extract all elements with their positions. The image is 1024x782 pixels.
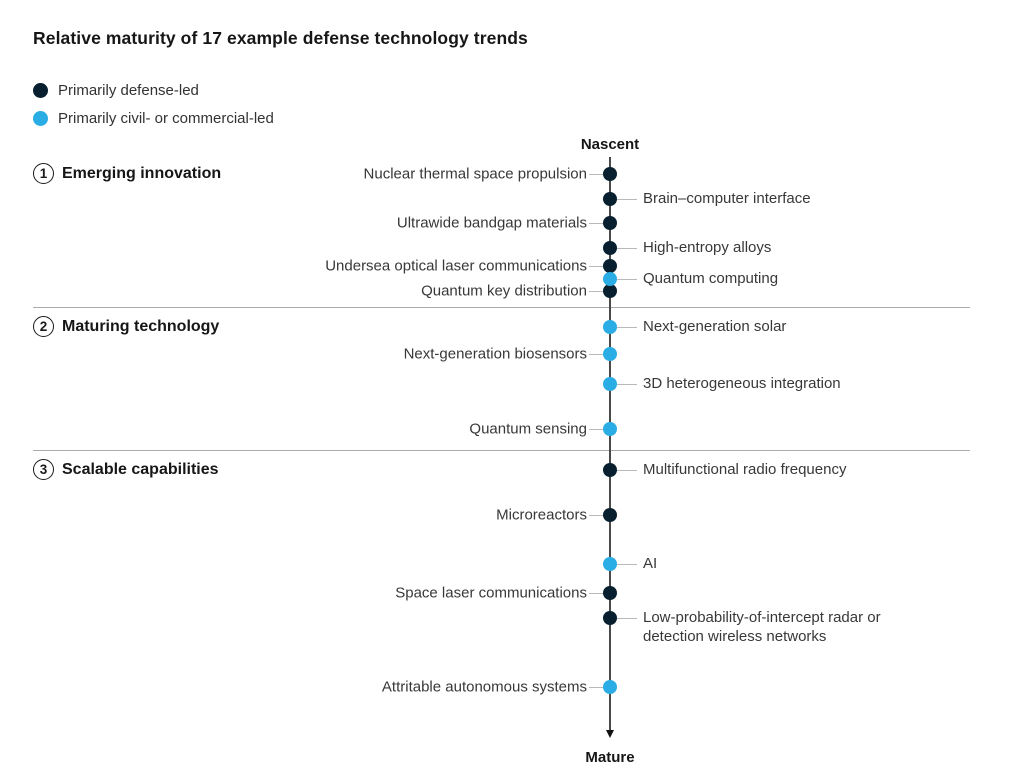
label-connector xyxy=(617,248,637,249)
maturity-axis xyxy=(609,157,611,730)
trend-dot xyxy=(603,422,617,436)
label-connector xyxy=(589,291,604,292)
label-connector xyxy=(617,470,637,471)
label-connector xyxy=(617,384,637,385)
trend-label: Quantum sensing xyxy=(469,420,587,438)
trend-dot xyxy=(603,192,617,206)
legend-item-label: Primarily civil- or commercial-led xyxy=(58,109,274,127)
trend-dot xyxy=(603,463,617,477)
trend-dot xyxy=(603,167,617,181)
trend-label: AI xyxy=(643,555,658,572)
section-header: 3 Scalable capabilities xyxy=(33,459,219,480)
label-connector xyxy=(589,266,604,267)
label-connector xyxy=(589,223,604,224)
label-connector xyxy=(617,564,637,565)
legend-item: Primarily defense-led xyxy=(33,76,274,104)
label-connector xyxy=(589,687,604,688)
section-divider xyxy=(33,450,970,451)
trend-label: Quantum key distribution xyxy=(421,282,587,300)
trend-label: Nuclear thermal space propulsion xyxy=(363,165,587,183)
trend-label: High-entropy alloys xyxy=(643,239,772,256)
trend-label: Microreactors xyxy=(496,506,587,524)
section-header: 1 Emerging innovation xyxy=(33,163,221,184)
legend-item: Primarily civil- or commercial-led xyxy=(33,104,274,132)
trend-label: Undersea optical laser communications xyxy=(325,257,587,275)
axis-bottom-label: Mature xyxy=(585,749,635,766)
label-connector xyxy=(617,199,637,200)
trend-dot xyxy=(603,272,617,286)
trend-dot xyxy=(603,284,617,298)
trend-label: Ultrawide bandgap materials xyxy=(396,214,587,232)
trend-dot xyxy=(603,557,617,571)
trend-dot xyxy=(603,611,617,625)
axis-top-label: Nascent xyxy=(580,136,640,153)
trend-dot xyxy=(603,241,617,255)
label-connector xyxy=(589,593,604,594)
trend-dot xyxy=(603,347,617,361)
label-connector xyxy=(589,429,604,430)
defense-dot-icon xyxy=(33,82,48,98)
section-title: Emerging innovation xyxy=(62,164,222,182)
legend: Primarily defense-led Primarily civil- or… xyxy=(33,76,274,132)
section-divider xyxy=(33,307,970,308)
label-connector xyxy=(589,354,604,355)
legend-item-label: Primarily defense-led xyxy=(58,81,199,99)
section-header: 2 Maturing technology xyxy=(33,316,219,337)
trend-dot xyxy=(603,216,617,230)
trend-label: Attritable autonomous systems xyxy=(381,678,587,696)
trend-dot xyxy=(603,259,617,273)
trend-label: Next-generation solar xyxy=(643,318,787,335)
trend-label: Next-generation biosensors xyxy=(403,345,587,363)
axis-arrow-icon xyxy=(605,730,614,738)
section-number-icon: 3 xyxy=(33,459,54,480)
trend-dot xyxy=(603,320,617,334)
trend-dot xyxy=(603,586,617,600)
section-title: Maturing technology xyxy=(62,317,220,335)
trend-label: Multifunctional radio frequency xyxy=(643,461,847,478)
label-connector xyxy=(617,327,637,328)
section-number-icon: 1 xyxy=(33,163,54,184)
label-connector xyxy=(617,618,637,619)
trend-label: Space laser communications xyxy=(395,584,587,602)
label-connector xyxy=(589,515,604,516)
trend-label: Low-probability-of-intercept radar or de… xyxy=(643,609,881,645)
trend-label: Brain–computer interface xyxy=(643,190,811,207)
trend-dot xyxy=(603,680,617,694)
civil-dot-icon xyxy=(33,110,48,126)
trend-dot xyxy=(603,508,617,522)
label-connector xyxy=(617,279,637,280)
trend-label: Quantum computing xyxy=(643,270,779,287)
trend-dot xyxy=(603,377,617,391)
section-number-icon: 2 xyxy=(33,316,54,337)
trend-label: 3D heterogeneous integration xyxy=(643,375,841,392)
chart-title: Relative maturity of 17 example defense … xyxy=(33,28,528,48)
label-connector xyxy=(589,174,604,175)
section-title: Scalable capabilities xyxy=(62,460,219,478)
